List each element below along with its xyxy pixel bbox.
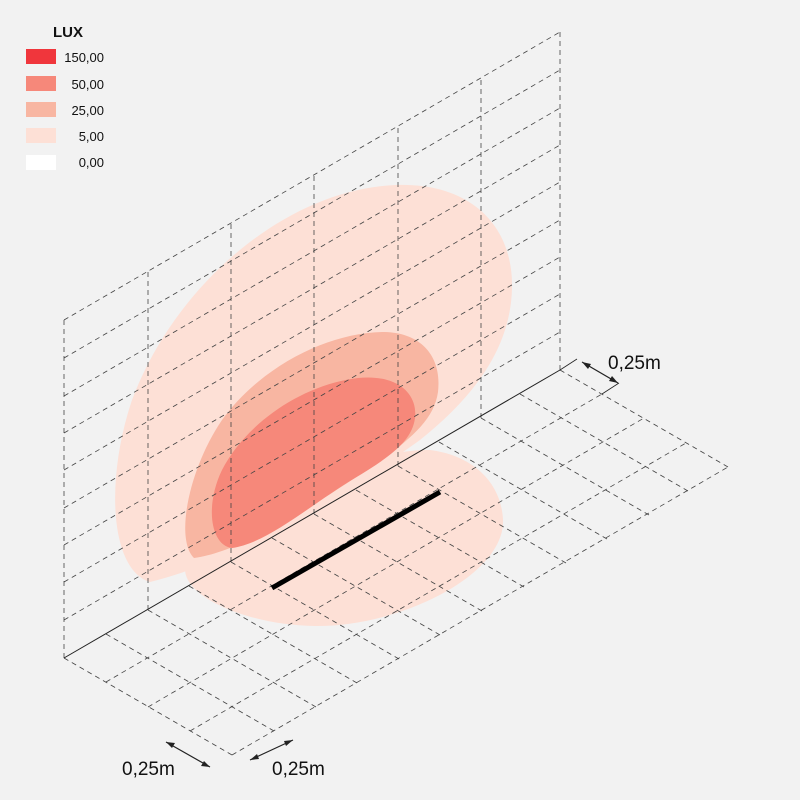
wall-floor-edge <box>63 369 561 659</box>
legend-swatch-150 <box>26 49 56 64</box>
legend-swatch-50 <box>26 76 56 91</box>
legend-label-0: 0,00 <box>79 155 104 170</box>
legend: LUX 150,00 50,00 25,00 5,00 0,00 <box>26 24 104 170</box>
legend-swatch-0 <box>26 155 56 170</box>
dimension-right-label: 0,25m <box>608 353 661 374</box>
dimension-bottom-right-label: 0,25m <box>272 759 325 780</box>
legend-label-50: 50,00 <box>71 77 104 92</box>
light-fixture <box>270 489 442 591</box>
floor-grid <box>63 369 729 756</box>
wall-grid <box>63 31 561 658</box>
dimension-bottom-left: 0,25m <box>122 741 211 780</box>
dimension-bottom-right: 0,25m <box>249 739 325 780</box>
lux-contours <box>115 184 513 627</box>
wall-contour-50 <box>211 377 416 548</box>
legend-label-5: 5,00 <box>79 129 104 144</box>
floor-contour-5 <box>185 449 504 627</box>
dimension-bottom-left-label: 0,25m <box>122 759 175 780</box>
legend-title: LUX <box>53 24 83 41</box>
legend-label-150: 150,00 <box>64 50 104 65</box>
legend-label-25: 25,00 <box>71 103 104 118</box>
legend-swatch-5 <box>26 128 56 143</box>
dimension-right: 0,25m <box>559 353 661 395</box>
legend-swatch-25 <box>26 102 56 117</box>
